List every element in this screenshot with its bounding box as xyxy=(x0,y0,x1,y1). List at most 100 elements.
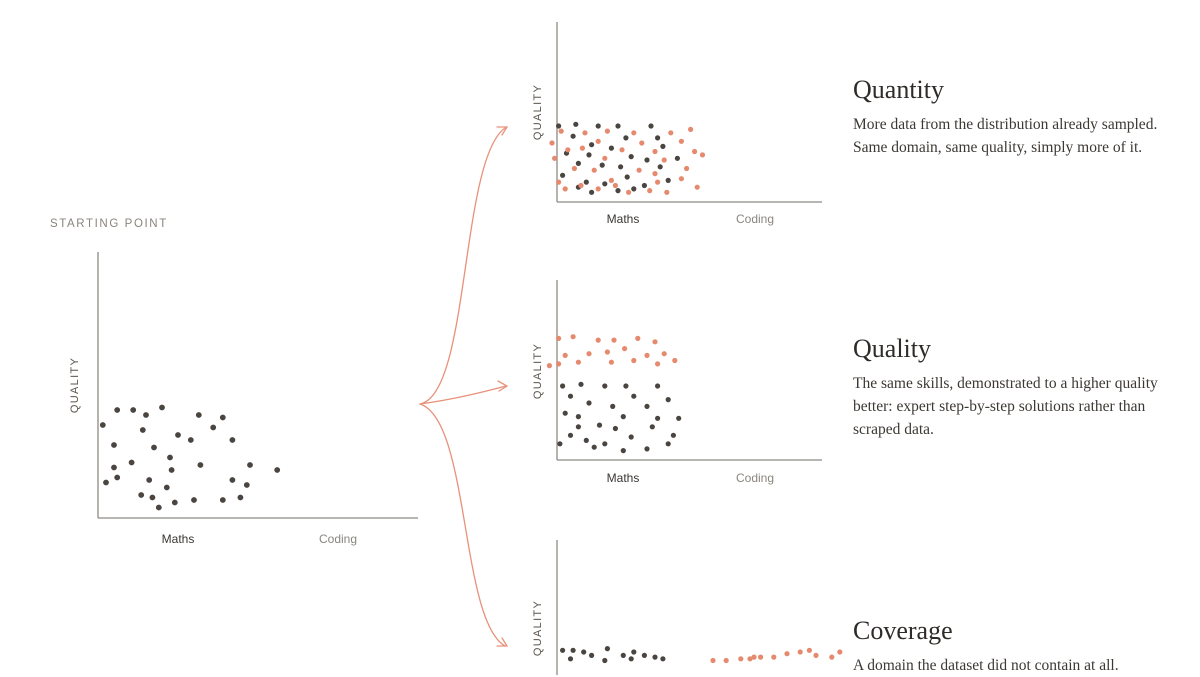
existing-data-point xyxy=(99,422,106,428)
coverage-description: Coverage A domain the dataset did not co… xyxy=(853,616,1173,677)
existing-data-point xyxy=(229,437,236,443)
added-data-point xyxy=(602,155,608,161)
added-data-point xyxy=(678,138,685,144)
added-data-point xyxy=(668,130,674,136)
quantity-description: Quantity More data from the distribution… xyxy=(853,75,1173,159)
added-data-point xyxy=(710,657,716,664)
existing-data-point xyxy=(665,397,671,403)
added-data-point xyxy=(611,337,617,343)
added-data-point xyxy=(571,165,578,172)
existing-data-point xyxy=(130,407,137,413)
existing-data-point xyxy=(567,393,574,399)
y-axis-label: QUALITY xyxy=(532,343,544,399)
existing-data-point xyxy=(583,179,589,185)
existing-data-point xyxy=(210,424,217,431)
added-data-point xyxy=(751,654,757,660)
coverage-text: A domain the dataset did not contain at … xyxy=(853,657,1119,674)
added-data-point xyxy=(556,179,562,185)
existing-data-point xyxy=(623,383,629,389)
existing-data-point xyxy=(595,123,601,129)
existing-data-point xyxy=(586,152,592,158)
added-data-point xyxy=(565,147,571,153)
existing-data-point xyxy=(602,657,608,664)
arrow-to-quantity xyxy=(419,127,506,405)
added-data-point xyxy=(552,155,558,161)
quality-text: The same skills, demonstrated to a highe… xyxy=(853,375,1158,438)
data-points xyxy=(99,404,281,511)
existing-data-point xyxy=(560,172,566,178)
existing-data-point xyxy=(243,482,250,488)
existing-data-point xyxy=(191,497,197,503)
added-data-point xyxy=(556,361,562,367)
existing-data-point xyxy=(159,404,165,411)
added-data-point xyxy=(604,128,611,134)
added-data-point xyxy=(664,189,670,195)
added-data-point xyxy=(612,182,619,189)
existing-data-point xyxy=(655,135,661,141)
existing-data-point xyxy=(560,647,566,653)
added-data-point xyxy=(694,184,700,190)
existing-data-point xyxy=(560,383,566,389)
added-data-point xyxy=(771,654,777,660)
branch-arrows xyxy=(419,126,509,647)
added-data-point xyxy=(797,649,803,655)
existing-data-point xyxy=(655,415,661,421)
added-data-point xyxy=(575,359,582,365)
existing-data-point xyxy=(641,652,648,659)
existing-data-point xyxy=(575,414,582,420)
data-points xyxy=(546,334,682,454)
added-data-point xyxy=(692,148,698,155)
data-points xyxy=(549,121,706,195)
existing-data-point xyxy=(197,462,204,468)
added-data-point xyxy=(672,357,678,364)
added-data-point xyxy=(570,334,576,340)
existing-data-point xyxy=(620,414,626,420)
existing-data-point xyxy=(665,441,671,447)
existing-data-point xyxy=(583,437,589,443)
arrowhead-quantity xyxy=(496,126,509,136)
existing-data-point xyxy=(167,454,173,461)
x-tick-coding: Coding xyxy=(319,532,357,546)
existing-data-point xyxy=(655,383,661,389)
existing-data-point xyxy=(665,177,671,183)
added-data-point xyxy=(556,335,562,341)
existing-data-point xyxy=(674,155,681,161)
quantity-chart: QUALITY Maths Coding xyxy=(532,22,822,226)
added-data-point xyxy=(608,177,615,183)
x-tick-coding: Coding xyxy=(736,471,774,485)
existing-data-point xyxy=(573,121,579,127)
added-data-point xyxy=(806,647,813,653)
added-data-point xyxy=(595,138,601,144)
existing-data-point xyxy=(660,143,666,149)
existing-data-point xyxy=(676,415,682,421)
existing-data-point xyxy=(670,432,677,438)
added-data-point xyxy=(723,657,729,664)
existing-data-point xyxy=(624,174,630,180)
existing-data-point xyxy=(610,403,616,409)
added-data-point xyxy=(562,352,568,358)
existing-data-point xyxy=(631,649,637,655)
added-data-point xyxy=(652,148,658,155)
existing-data-point xyxy=(103,479,109,486)
added-data-point xyxy=(652,171,658,177)
added-data-point xyxy=(595,186,601,192)
existing-data-point xyxy=(641,182,648,189)
existing-data-point xyxy=(602,383,608,389)
x-tick-maths: Maths xyxy=(162,532,195,546)
added-data-point xyxy=(631,130,637,136)
existing-data-point xyxy=(187,437,194,443)
added-data-point xyxy=(595,337,601,343)
existing-data-point xyxy=(623,135,629,141)
existing-data-point xyxy=(602,441,608,447)
existing-data-point xyxy=(612,425,619,432)
existing-data-point xyxy=(618,164,624,170)
existing-data-point xyxy=(155,504,162,511)
quality-description: Quality The same skills, demonstrated to… xyxy=(853,334,1173,441)
coverage-title: Coverage xyxy=(853,616,953,645)
existing-data-point xyxy=(644,157,650,163)
added-data-point xyxy=(837,649,843,655)
existing-data-point xyxy=(631,186,637,192)
added-data-point xyxy=(546,363,553,369)
added-data-point xyxy=(586,351,592,357)
